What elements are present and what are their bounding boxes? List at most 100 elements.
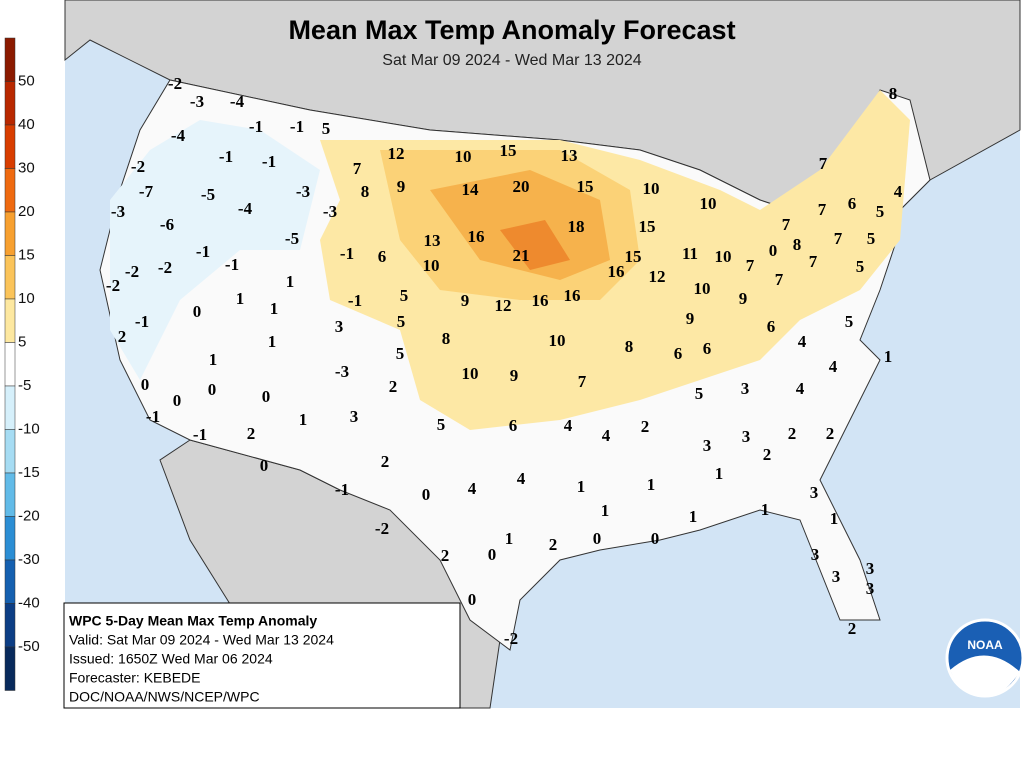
anomaly-label: 1 (601, 501, 610, 520)
colorbar-label: 30 (18, 159, 35, 176)
anomaly-label: 4 (798, 332, 807, 351)
anomaly-label: 5 (397, 312, 406, 331)
anomaly-label: 10 (700, 194, 717, 213)
anomaly-label: 13 (561, 146, 578, 165)
anomaly-label: -2 (106, 276, 120, 295)
anomaly-label: 10 (462, 364, 479, 383)
anomaly-label: 5 (437, 415, 446, 434)
anomaly-label: 7 (353, 159, 362, 178)
anomaly-label: 3 (350, 407, 359, 426)
anomaly-label: 3 (742, 427, 751, 446)
anomaly-label: 8 (361, 182, 370, 201)
info-line: DOC/NOAA/NWS/NCEP/WPC (69, 689, 260, 705)
anomaly-label: 7 (746, 256, 755, 275)
colorbar-bin (4, 124, 16, 169)
anomaly-label: 3 (832, 567, 841, 586)
map-labels: -2-3 -4-1 -1 5-4-1 -1 712 10 15 13-2-7 -5 -3 8 9 14 20… (106, 74, 903, 648)
hot-area (500, 220, 570, 270)
colorbar-label: 15 (18, 246, 35, 263)
colorbar-label: -15 (18, 464, 40, 481)
colorbar-bin (4, 516, 16, 561)
anomaly-label: -2 (504, 629, 518, 648)
colorbar-label: -40 (18, 594, 40, 611)
anomaly-label: -7 (139, 182, 154, 201)
anomaly-label: 0 (651, 529, 660, 548)
anomaly-label: -2 (375, 519, 389, 538)
anomaly-label: 15 (639, 217, 656, 236)
anomaly-label: -4 (238, 199, 253, 218)
colorbar-bin (4, 646, 16, 691)
anomaly-label: 1 (268, 332, 277, 351)
anomaly-label: 1 (715, 464, 724, 483)
anomaly-label: 6 (378, 247, 387, 266)
anomaly-label: 5 (322, 119, 331, 138)
anomaly-label: 1 (505, 529, 514, 548)
colorbar-label: -20 (18, 507, 40, 524)
anomaly-label: 11 (682, 244, 698, 263)
anomaly-label: -1 (335, 480, 349, 499)
anomaly-label: 2 (247, 424, 256, 443)
info-line: Forecaster: KEBEDE (69, 670, 201, 686)
anomaly-label: 6 (674, 344, 683, 363)
anomaly-label: 0 (262, 387, 271, 406)
anomaly-label: 9 (739, 289, 748, 308)
anomaly-label: 1 (209, 350, 218, 369)
anomaly-label: 8 (793, 235, 802, 254)
anomaly-label: 1 (830, 509, 839, 528)
anomaly-label: 3 (866, 579, 875, 598)
anomaly-label: 4 (602, 426, 611, 445)
colorbar-bin (4, 472, 16, 517)
info-line: Issued: 1650Z Wed Mar 06 2024 (69, 651, 273, 667)
anomaly-label: 1 (647, 475, 656, 494)
anomaly-label: 0 (141, 375, 150, 394)
anomaly-label: -4 (171, 126, 186, 145)
anomaly-label: 0 (769, 241, 778, 260)
anomaly-label: -1 (135, 312, 149, 331)
logo-bird (950, 655, 1020, 697)
anomaly-label: 0 (208, 380, 217, 399)
anomaly-label: 0 (173, 391, 182, 410)
anomaly-label: 10 (643, 179, 660, 198)
anomaly-label: 10 (715, 247, 732, 266)
anomaly-label: 4 (796, 379, 805, 398)
anomaly-label: 1 (270, 299, 279, 318)
anomaly-label: -1 (290, 117, 304, 136)
anomaly-label: 4 (517, 469, 526, 488)
anomaly-label: 7 (834, 229, 843, 248)
colorbar-label: 50 (18, 72, 35, 89)
anomaly-label: -1 (225, 255, 239, 274)
anomaly-label: 1 (689, 507, 698, 526)
anomaly-label: 21 (513, 246, 530, 265)
anomaly-label: 7 (578, 372, 587, 391)
colorbar-label: 40 (18, 116, 35, 133)
anomaly-label: 0 (468, 590, 477, 609)
colorbar-bin (4, 211, 16, 256)
anomaly-label: 15 (625, 247, 642, 266)
anomaly-label: -3 (111, 202, 125, 221)
anomaly-label: 10 (549, 331, 566, 350)
anomaly-label: 7 (809, 252, 818, 271)
anomaly-label: 0 (193, 302, 202, 321)
anomaly-label: 4 (894, 182, 903, 201)
colorbar-bin (4, 168, 16, 213)
anomaly-label: 2 (118, 327, 127, 346)
info-box (63, 602, 461, 709)
colorbar-label: -10 (18, 420, 40, 437)
anomaly-label: 14 (462, 180, 480, 199)
colorbar-bin (4, 298, 16, 343)
anomaly-label: 16 (608, 262, 625, 281)
anomaly-label: 5 (400, 286, 409, 305)
colorbar-bin (4, 255, 16, 300)
anomaly-label: -1 (340, 244, 354, 263)
anomaly-label: 2 (763, 445, 772, 464)
cool-area (110, 120, 320, 380)
anomaly-label: 0 (260, 456, 269, 475)
colorbar-bin (4, 37, 16, 82)
anomaly-label: 12 (388, 144, 405, 163)
anomaly-label: -4 (230, 92, 245, 111)
info-line: WPC 5-Day Mean Max Temp Anomaly (69, 613, 317, 629)
anomaly-label: 0 (488, 545, 497, 564)
colorbar-label: -30 (18, 551, 40, 568)
anomaly-label: 6 (848, 194, 857, 213)
